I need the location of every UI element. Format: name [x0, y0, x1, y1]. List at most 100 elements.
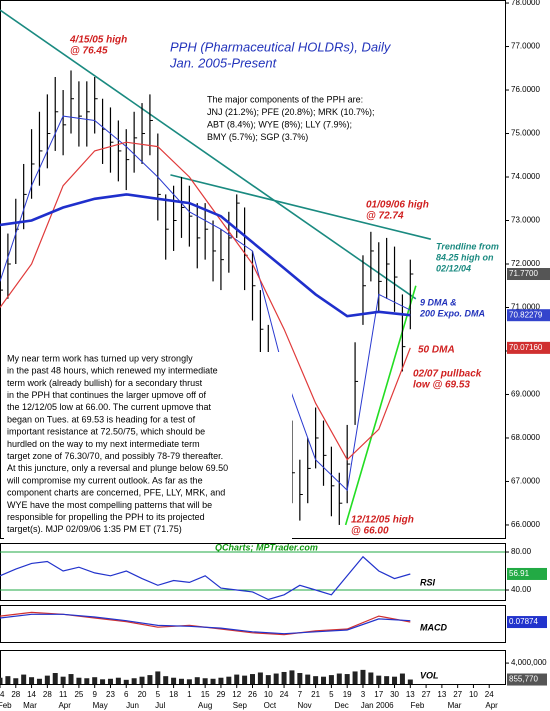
volume-bar — [0, 677, 3, 684]
volume-bar — [281, 671, 287, 684]
commentary-text: will compromise my current outlook. As f… — [6, 475, 203, 485]
volume-bar — [368, 672, 374, 684]
volume-bar — [76, 677, 82, 684]
commentary-text: target(s). MJP 02/09/06 1:35 PM ET (71.7… — [7, 524, 182, 534]
y-tick-label: 71.0000 — [511, 303, 540, 312]
month-label: Oct — [264, 701, 277, 710]
trendline — [170, 174, 432, 240]
y-tick-label: 69.0000 — [511, 390, 540, 399]
last-value-box — [507, 268, 550, 281]
components-text: JNJ (21.2%); PFE (20.8%); MRK (10.7%); — [207, 107, 375, 117]
volume-bar — [234, 674, 240, 684]
x-tick-label: 11 — [59, 690, 68, 699]
last-value-box — [507, 616, 547, 629]
volume-bar — [313, 676, 319, 684]
x-tick-label: 24 — [280, 690, 289, 699]
volume-bar — [194, 677, 200, 684]
y-tick-label: 80.00 — [511, 547, 532, 556]
annotation: 9 DMA & — [420, 297, 457, 307]
commentary-text: began on Tues. at 69.53 is heading for a… — [7, 414, 196, 424]
x-tick-label: 27 — [453, 690, 462, 699]
moving-average — [0, 193, 411, 318]
y-tick-label: 4,000,000 — [511, 658, 547, 667]
commentary-text: WYE have the most compelling patterns th… — [7, 500, 212, 510]
month-label: Feb — [0, 701, 12, 710]
panel-frame — [0, 543, 506, 601]
components-text: The major components of the PPH are: — [207, 94, 363, 104]
y-tick-label: 78.0000 — [511, 0, 540, 7]
last-value: 71.7700 — [509, 269, 538, 278]
volume-bar — [36, 678, 42, 684]
volume-bar — [407, 679, 413, 684]
y-tick-label: 75.0000 — [511, 129, 540, 138]
volume-bar — [139, 676, 145, 684]
month-label: Jun — [126, 701, 139, 710]
volume-bar — [131, 678, 137, 684]
volume-bar — [210, 678, 216, 684]
volume-bar — [265, 675, 271, 684]
chart-subtitle: Jan. 2005-Present — [169, 55, 278, 70]
y-tick-label: 68.0000 — [511, 433, 540, 442]
volume-bar — [202, 678, 208, 684]
x-tick-label: 20 — [138, 690, 147, 699]
month-label: Apr — [58, 701, 71, 710]
panel-frame — [0, 605, 506, 643]
panel-title: RSI — [420, 577, 436, 587]
trendline — [0, 9, 417, 300]
volume-bar — [29, 677, 35, 684]
x-tick-label: 3 — [361, 690, 366, 699]
x-tick-label: 14 — [27, 690, 36, 699]
volume-bar — [328, 675, 334, 684]
annotation: 200 Expo. DMA — [419, 308, 485, 318]
month-label: Dec — [335, 701, 349, 710]
panel-title: MACD — [420, 622, 447, 632]
source: QCharts; MPTrader.com — [215, 542, 318, 552]
indicator-line — [0, 611, 411, 636]
annotation: 01/09/06 high — [366, 200, 429, 211]
commentary-bg — [4, 352, 292, 540]
commentary-text: important resistance at 72.50/75, which … — [7, 427, 205, 437]
x-tick-label: 14 — [0, 690, 5, 699]
last-value-box — [507, 567, 547, 580]
volume-bar — [92, 677, 98, 684]
x-tick-label: 17 — [374, 690, 383, 699]
x-tick-label: 19 — [343, 690, 352, 699]
last-value: 0.07874 — [509, 617, 538, 626]
month-label: Jan 2006 — [361, 701, 394, 710]
commentary-text: in the PPH that continues the larger upm… — [7, 390, 206, 400]
y-tick-label: 77.0000 — [511, 42, 540, 51]
commentary-text: hurdled on the way to my next intermedia… — [7, 439, 200, 449]
volume-bar — [273, 673, 279, 684]
commentary-text: component charts are concerned, PFE, LLY… — [7, 488, 225, 498]
commentary-text: responsible for propelling the PPH to it… — [7, 512, 205, 522]
x-tick-label: 28 — [43, 690, 52, 699]
annotation: 50 DMA — [418, 345, 455, 356]
volume-bar — [171, 677, 177, 684]
volume-bar — [186, 679, 192, 684]
commentary-text: At this juncture, only a reversal and pl… — [7, 463, 228, 473]
volume-bar — [147, 675, 153, 684]
commentary-text: in the past 48 hours, which renewed my i… — [7, 366, 218, 376]
commentary-text: My near term work has turned up very str… — [7, 353, 193, 363]
volume-bar — [52, 673, 58, 684]
x-tick-label: 24 — [485, 690, 494, 699]
y-tick-label: 74.0000 — [511, 172, 540, 181]
volume-bar — [250, 674, 255, 684]
annotation: Trendline from — [436, 241, 499, 251]
volume-bar — [360, 669, 366, 684]
month-label: Mar — [448, 701, 462, 710]
y-tick-label: 73.0000 — [511, 216, 540, 225]
x-tick-label: 26 — [248, 690, 257, 699]
annotation: 4/15/05 high — [69, 35, 127, 46]
x-tick-label: 29 — [216, 690, 225, 699]
month-label: May — [93, 701, 108, 710]
components-text: ABT (8.4%); WYE (8%); LLY (7.9%); — [207, 119, 352, 129]
last-value: 70.82279 — [509, 310, 543, 319]
panel-title: VOL — [420, 670, 439, 680]
volume-bar — [178, 678, 184, 684]
moving-average — [0, 115, 411, 492]
volume-bar — [100, 679, 106, 684]
moving-average — [0, 141, 411, 461]
volume-bar — [60, 676, 66, 684]
volume-bar — [297, 673, 303, 684]
